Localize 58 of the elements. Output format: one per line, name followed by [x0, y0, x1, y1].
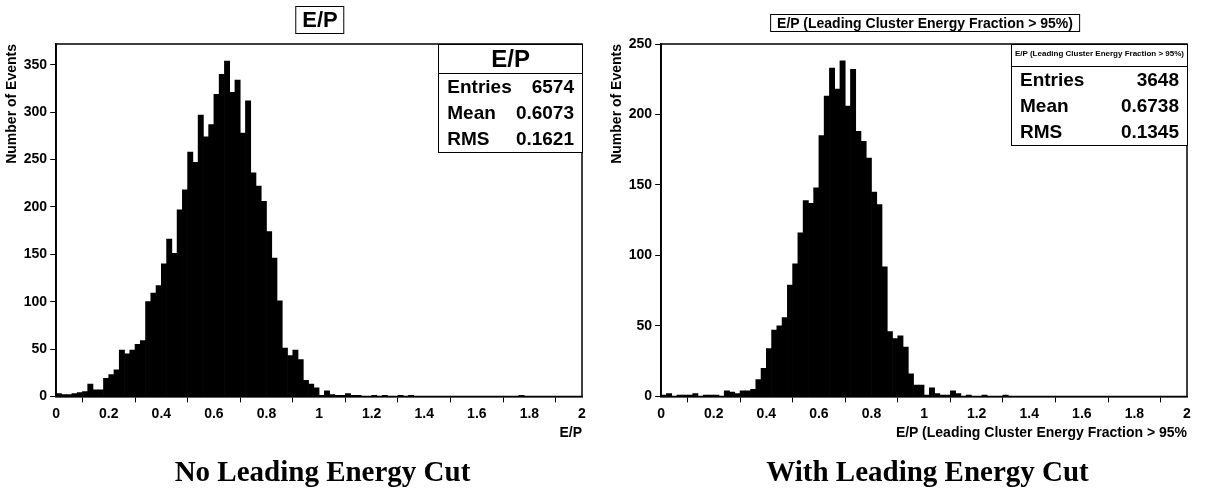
annotation: E/P (Leading Cluster Energy Fraction > 95%): [1011, 45, 1187, 67]
annotation: 0.1345: [1120, 121, 1179, 143]
x-tick-label: 2: [578, 404, 587, 421]
x-tick-label: 1.8: [1124, 404, 1145, 421]
y-tick-label: 100: [628, 246, 653, 263]
annotation: Entries: [447, 76, 512, 98]
x-tick-label: 0.6: [204, 404, 224, 421]
x-tick-label: 0.6: [809, 404, 829, 421]
annotation: RMS: [447, 128, 490, 150]
text: With Leading Energy Cut: [765, 455, 1090, 488]
annotation: E/P: [439, 45, 582, 74]
chart-title: E/P: [295, 6, 345, 34]
annotation: RMS: [1019, 121, 1063, 143]
y-tick-label: 300: [23, 103, 48, 120]
x-tick-label: 0.8: [256, 404, 277, 421]
x-tick-label: 1: [920, 404, 929, 421]
annotation: 0.6738: [1120, 95, 1179, 117]
y-axis-title: Number of Events: [608, 43, 625, 164]
x-tick-label: 0.4: [756, 404, 777, 421]
x-tick-label: 1.2: [966, 404, 987, 421]
chart-title: E/P (Leading Cluster Energy Fraction > 95%): [770, 14, 1080, 32]
x-tick-label: 1: [315, 404, 324, 421]
x-tick-label: 0: [52, 404, 61, 421]
x-tick-label: 2: [1183, 404, 1192, 421]
x-tick-label: 0.4: [151, 404, 172, 421]
x-tick-label: 0.2: [704, 404, 724, 421]
x-tick-label: 1.4: [414, 404, 435, 421]
annotation: Mean: [1019, 95, 1069, 117]
y-tick-label: 0: [39, 387, 48, 404]
x-axis-title: E/P (Leading Cluster Energy Fraction > 95%: [895, 424, 1188, 441]
annotation: Mean: [447, 102, 496, 124]
annotation: 0.6073: [515, 102, 574, 124]
x-tick-label: 0.2: [99, 404, 119, 421]
x-axis-title: E/P: [559, 424, 582, 441]
annotation: 0.1621: [515, 128, 574, 150]
x-tick-label: 1.6: [467, 404, 487, 421]
x-tick-label: 1.2: [361, 404, 382, 421]
y-tick-label: 50: [636, 316, 653, 333]
y-tick-label: 350: [23, 55, 48, 72]
y-tick-label: 250: [23, 150, 48, 167]
y-tick-label: 50: [31, 339, 48, 356]
x-tick-label: 1.8: [519, 404, 540, 421]
y-tick-label: 0: [644, 387, 653, 404]
y-tick-label: 250: [628, 34, 653, 51]
y-tick-label: 150: [628, 175, 653, 192]
x-tick-label: 0.8: [861, 404, 882, 421]
y-tick-label: 100: [23, 292, 48, 309]
x-tick-label: 1.6: [1072, 404, 1092, 421]
y-tick-label: 150: [23, 245, 48, 262]
annotation: 3648: [1136, 69, 1179, 91]
y-tick-label: 200: [23, 197, 48, 214]
annotation: 6574: [531, 76, 574, 98]
y-tick-label: 200: [628, 105, 653, 122]
annotation: Entries: [1019, 69, 1085, 91]
x-tick-label: 0: [657, 404, 666, 421]
x-tick-label: 1.4: [1019, 404, 1040, 421]
text: No Leading Energy Cut: [173, 455, 472, 488]
y-axis-title: Number of Events: [3, 43, 20, 164]
